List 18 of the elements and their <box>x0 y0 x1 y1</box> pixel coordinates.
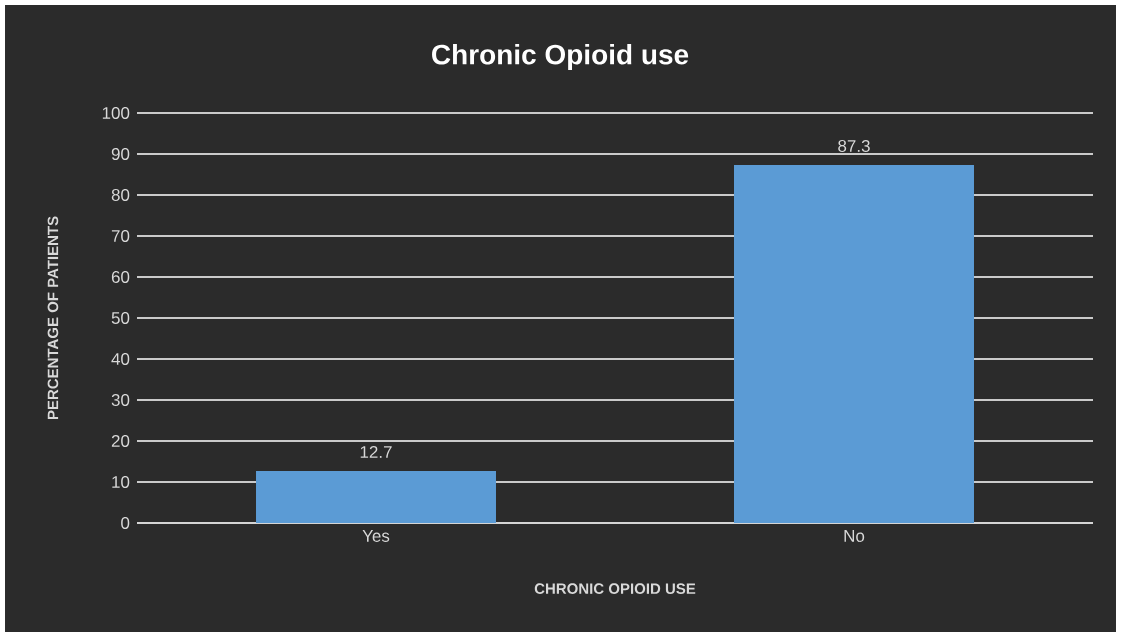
y-tick-label: 70 <box>111 229 130 242</box>
y-tick-label: 60 <box>111 270 130 283</box>
chart-title: Chronic Opioid use <box>432 43 689 71</box>
y-tick-label: 90 <box>111 147 130 160</box>
y-tick-label: 50 <box>111 311 130 324</box>
y-tick-label: 20 <box>111 434 130 447</box>
data-label: 12.7 <box>360 445 392 458</box>
y-axis-title: PERCENTAGE OF PATIENTS <box>47 216 59 420</box>
y-tick-label: 30 <box>111 393 130 406</box>
y-tick-label: 40 <box>111 352 130 365</box>
x-tick-label: No <box>844 530 865 542</box>
y-tick-label: 100 <box>102 106 130 119</box>
y-tick-label: 10 <box>112 475 130 488</box>
y-tick-label: 0 <box>121 516 130 529</box>
data-label: 87.3 <box>838 139 870 152</box>
x-tick-label: Yes <box>362 530 390 542</box>
x-axis-title: CHRONIC OPIOID USE <box>534 583 696 594</box>
y-tick-label: 80 <box>111 188 130 201</box>
